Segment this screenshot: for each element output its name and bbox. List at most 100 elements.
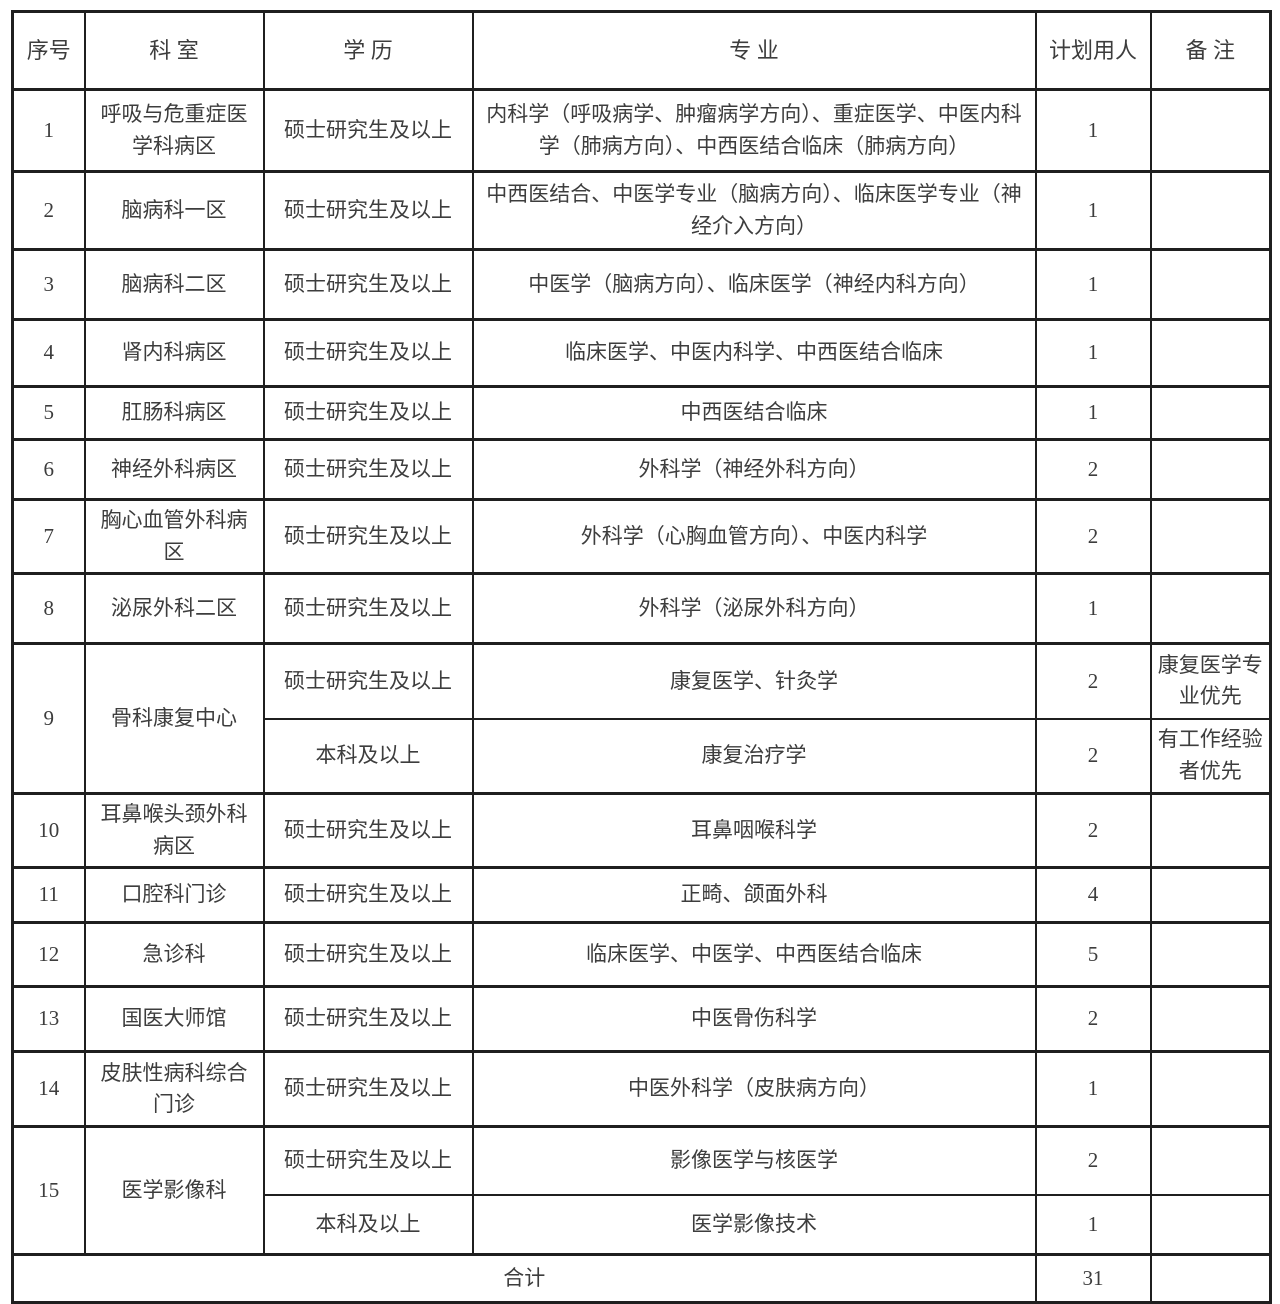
seq-cell: 4 (11, 318, 86, 388)
note-cell (1149, 318, 1272, 388)
seq-cell: 10 (11, 792, 86, 869)
dept-cell: 口腔科门诊 (83, 866, 265, 924)
note-cell (1149, 1193, 1272, 1256)
table-row: 9 骨科康复中心 硕士研究生及以上 康复医学、针灸学 2 康复医学专业优先 (11, 642, 1272, 795)
table-row: 11 口腔科门诊 硕士研究生及以上 正畸、颌面外科 4 (11, 866, 1272, 924)
note-cell (1149, 921, 1272, 988)
table-row: 13 国医大师馆 硕士研究生及以上 中医骨伤科学 2 (11, 985, 1272, 1053)
edu-cell: 硕士研究生及以上 (262, 921, 474, 988)
edu-cell: 硕士研究生及以上 (262, 438, 474, 501)
dept-cell: 耳鼻喉头颈外科病区 (83, 792, 265, 869)
major-cell: 临床医学、中医内科学、中西医结合临床 (471, 318, 1037, 388)
table-row: 2 脑病科一区 硕士研究生及以上 中西医结合、中医学专业（脑病方向）、临床医学专业（神… (11, 170, 1272, 251)
seq-cell: 9 (11, 642, 86, 795)
dept-cell: 神经外科病区 (83, 438, 265, 501)
count-cell: 2 (1034, 642, 1152, 720)
major-cell: 内科学（呼吸病学、肿瘤病学方向）、重症医学、中医内科学（肺病方向）、中西医结合临… (471, 88, 1037, 173)
major-cell: 康复医学、针灸学 (471, 642, 1037, 720)
seq-cell: 8 (11, 572, 86, 645)
dept-cell: 胸心血管外科病区 (83, 498, 265, 575)
note-cell (1149, 792, 1272, 869)
seq-cell: 11 (11, 866, 86, 924)
dept-cell: 肾内科病区 (83, 318, 265, 388)
edu-cell: 硕士研究生及以上 (262, 88, 474, 173)
header-row: 序号科 室学 历专 业计划用人备 注 (11, 10, 1272, 91)
count-cell: 2 (1034, 498, 1152, 575)
table-row: 14 皮肤性病科综合门诊 硕士研究生及以上 中医外科学（皮肤病方向） 1 (11, 1050, 1272, 1128)
table-row: 12 急诊科 硕士研究生及以上 临床医学、中医学、中西医结合临床 5 (11, 921, 1272, 988)
major-cell: 康复治疗学 (471, 717, 1037, 795)
note-cell (1149, 385, 1272, 441)
edu-cell: 硕士研究生及以上 (262, 572, 474, 645)
header-cell-0: 序号 (11, 10, 86, 91)
dept-cell: 国医大师馆 (83, 985, 265, 1053)
count-cell: 2 (1034, 985, 1152, 1053)
table-row: 6 神经外科病区 硕士研究生及以上 外科学（神经外科方向） 2 (11, 438, 1272, 501)
table-row: 15 医学影像科 硕士研究生及以上 影像医学与核医学 2 (11, 1125, 1272, 1256)
total-row: 合计 31 (11, 1253, 1272, 1304)
major-cell: 医学影像技术 (471, 1193, 1037, 1256)
note-cell (1149, 170, 1272, 251)
note-cell (1149, 438, 1272, 501)
dept-cell: 呼吸与危重症医学科病区 (83, 88, 265, 173)
table-row: 3 脑病科二区 硕士研究生及以上 中医学（脑病方向）、临床医学（神经内科方向） 1 (11, 248, 1272, 321)
count-cell: 1 (1034, 385, 1152, 441)
dept-cell: 医学影像科 (83, 1125, 265, 1256)
table-row: 8 泌尿外科二区 硕士研究生及以上 外科学（泌尿外科方向） 1 (11, 572, 1272, 645)
seq-cell: 15 (11, 1125, 86, 1256)
edu-cell: 本科及以上 (262, 1193, 474, 1256)
dept-cell: 泌尿外科二区 (83, 572, 265, 645)
edu-cell: 硕士研究生及以上 (262, 792, 474, 869)
major-cell: 中西医结合、中医学专业（脑病方向）、临床医学专业（神经介入方向） (471, 170, 1037, 251)
count-cell: 1 (1034, 318, 1152, 388)
header-cell-3: 专 业 (471, 10, 1037, 91)
note-cell (1149, 985, 1272, 1053)
seq-cell: 1 (11, 88, 86, 173)
total-note-cell (1149, 1253, 1272, 1304)
count-cell: 2 (1034, 717, 1152, 795)
note-cell: 康复医学专业优先 (1149, 642, 1272, 720)
edu-cell: 硕士研究生及以上 (262, 1125, 474, 1196)
seq-cell: 12 (11, 921, 86, 988)
header-cell-1: 科 室 (83, 10, 265, 91)
count-cell: 1 (1034, 572, 1152, 645)
count-cell: 1 (1034, 248, 1152, 321)
table-subrow: 本科及以上 康复治疗学 2 有工作经验者优先 (13, 717, 1272, 795)
seq-cell: 7 (11, 498, 86, 575)
edu-cell: 硕士研究生及以上 (262, 385, 474, 441)
seq-cell: 3 (11, 248, 86, 321)
note-cell (1149, 498, 1272, 575)
major-cell: 耳鼻咽喉科学 (471, 792, 1037, 869)
note-cell (1149, 866, 1272, 924)
count-cell: 5 (1034, 921, 1152, 988)
note-cell: 有工作经验者优先 (1149, 717, 1272, 795)
table-row: 4 肾内科病区 硕士研究生及以上 临床医学、中医内科学、中西医结合临床 1 (11, 318, 1272, 388)
seq-cell: 6 (11, 438, 86, 501)
seq-cell: 2 (11, 170, 86, 251)
count-cell: 2 (1034, 438, 1152, 501)
edu-cell: 硕士研究生及以上 (262, 866, 474, 924)
table-row: 7 胸心血管外科病区 硕士研究生及以上 外科学（心胸血管方向）、中医内科学 2 (11, 498, 1272, 575)
total-label-cell: 合计 (11, 1253, 1037, 1304)
seq-cell: 13 (11, 985, 86, 1053)
major-cell: 正畸、颌面外科 (471, 866, 1037, 924)
dept-cell: 脑病科一区 (83, 170, 265, 251)
major-cell: 外科学（心胸血管方向）、中医内科学 (471, 498, 1037, 575)
count-cell: 2 (1034, 1125, 1152, 1196)
edu-cell: 本科及以上 (262, 717, 474, 795)
edu-cell: 硕士研究生及以上 (262, 248, 474, 321)
table-subrow: 本科及以上 医学影像技术 1 (13, 1193, 1272, 1256)
count-cell: 1 (1034, 1050, 1152, 1128)
major-cell: 外科学（泌尿外科方向） (471, 572, 1037, 645)
note-cell (1149, 572, 1272, 645)
table-row: 5 肛肠科病区 硕士研究生及以上 中西医结合临床 1 (11, 385, 1272, 441)
header-cell-2: 学 历 (262, 10, 474, 91)
edu-cell: 硕士研究生及以上 (262, 642, 474, 720)
major-cell: 中医骨伤科学 (471, 985, 1037, 1053)
edu-cell: 硕士研究生及以上 (262, 318, 474, 388)
seq-cell: 14 (11, 1050, 86, 1128)
major-cell: 中医学（脑病方向）、临床医学（神经内科方向） (471, 248, 1037, 321)
count-cell: 1 (1034, 1193, 1152, 1256)
note-cell (1149, 88, 1272, 173)
